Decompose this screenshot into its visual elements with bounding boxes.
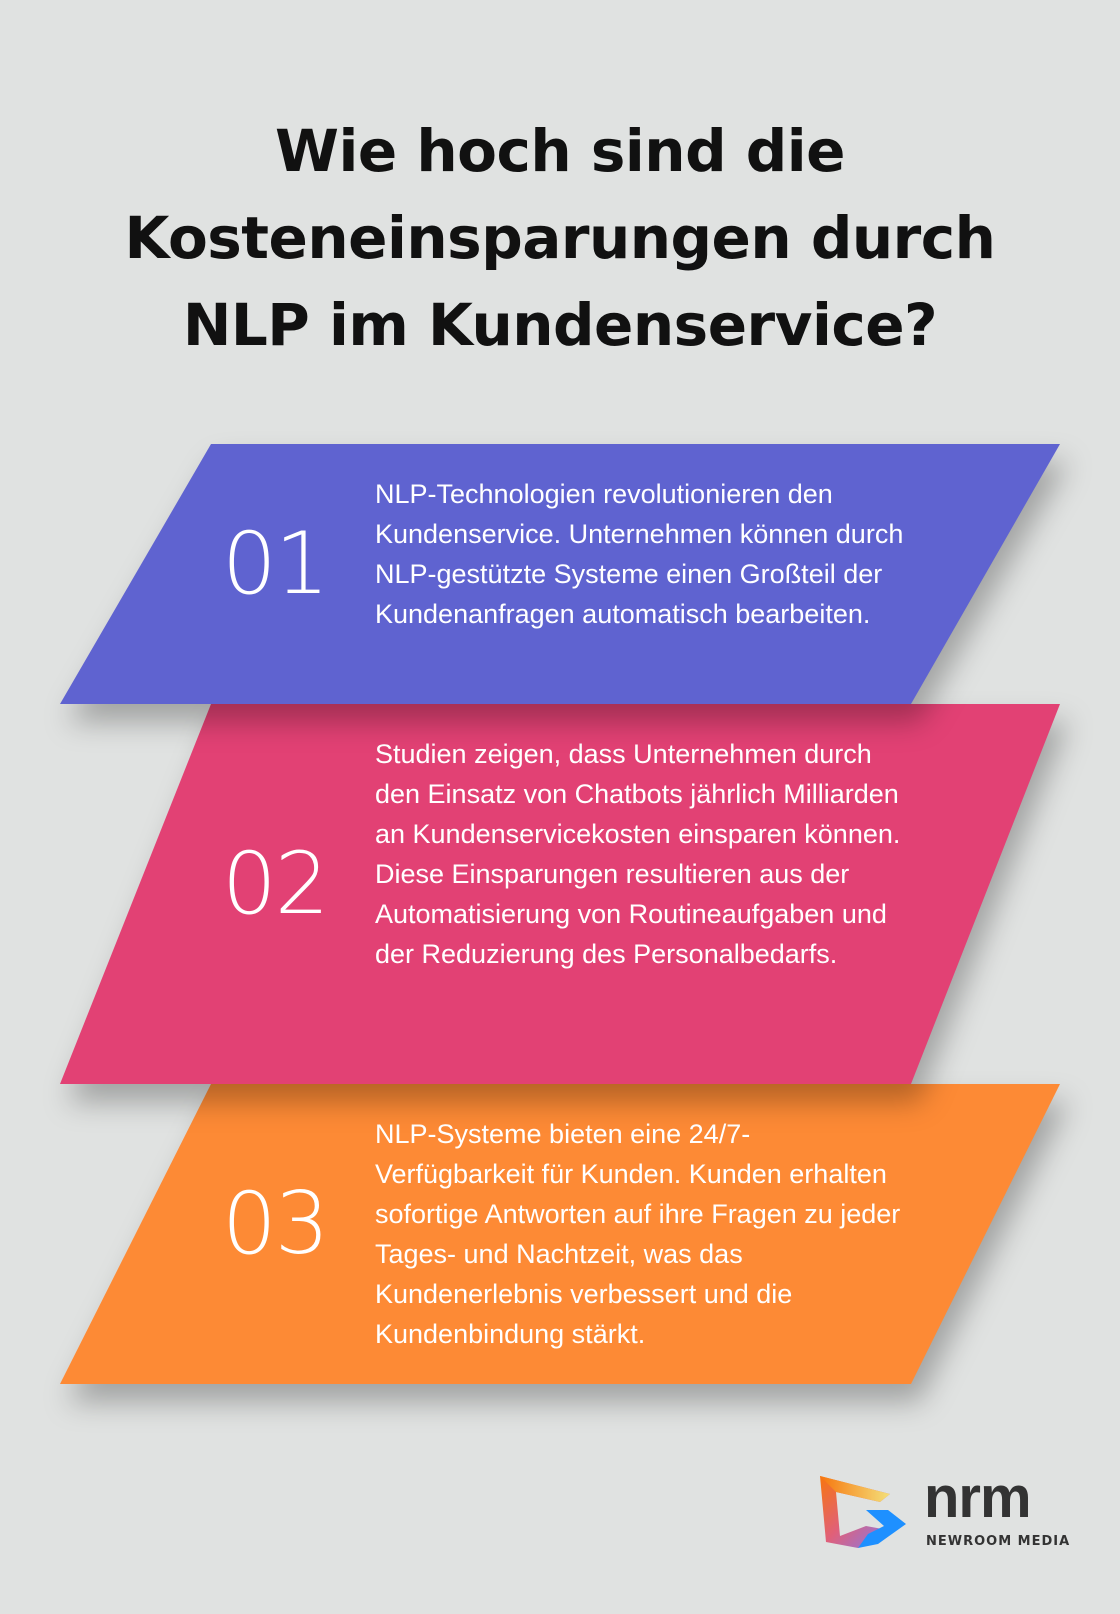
page-title: Wie hoch sind die Kosteneinsparungen dur…: [0, 108, 1120, 369]
card-02-number: 02: [222, 834, 329, 934]
logo-wordmark: nrm: [924, 1465, 1032, 1530]
card-02-text: Studien zeigen, dass Unternehmen durch d…: [375, 739, 901, 969]
nrm-logo: nrm NEWROOM MEDIA: [818, 1465, 1071, 1552]
card-03-background: [60, 1084, 1060, 1384]
card-01: 01 NLP-Technologien revolutionieren den …: [60, 444, 1060, 704]
card-01-number: 01: [222, 514, 329, 614]
logo-subtitle: NEWROOM MEDIA: [926, 1534, 1071, 1549]
title-line-1: Wie hoch sind die: [274, 117, 846, 185]
title-line-2: Kosteneinsparungen durch: [124, 204, 996, 272]
card-03-text: NLP-Systeme bieten eine 24/7-Verfügbarke…: [375, 1119, 901, 1349]
card-03: 03 NLP-Systeme bieten eine 24/7-Verfügba…: [60, 1084, 1060, 1384]
card-02: 02 Studien zeigen, dass Unternehmen durc…: [60, 704, 1060, 1084]
nrm-logo-icon: [820, 1476, 906, 1548]
card-01-background: [60, 444, 1060, 704]
card-02-background: [60, 704, 1060, 1084]
title-line-3: NLP im Kundenservice?: [182, 291, 938, 359]
card-01-text: NLP-Technologien revolutionieren den Kun…: [375, 479, 904, 629]
card-03-number: 03: [222, 1174, 329, 1274]
